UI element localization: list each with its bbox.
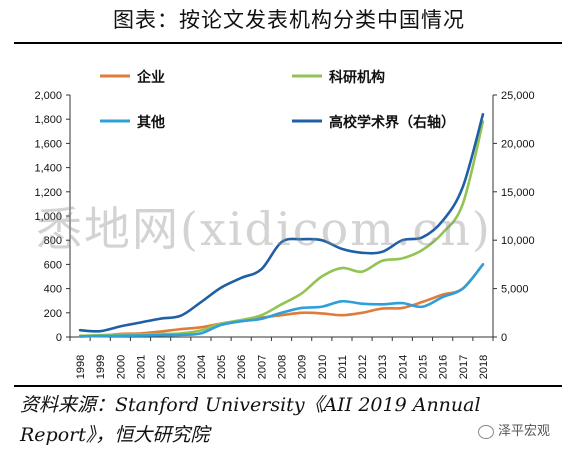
top-rule [14, 42, 562, 44]
left-tick-label: 1,200 [34, 187, 62, 199]
x-tick-label: 1999 [95, 355, 107, 379]
series-line-3 [78, 113, 485, 333]
x-tick-label: 2011 [337, 355, 349, 379]
left-tick-label: 2,000 [34, 90, 62, 102]
left-tick-label: 1,400 [34, 163, 62, 175]
legend-label: 科研机构 [329, 69, 385, 86]
x-tick-label: 2016 [438, 355, 450, 379]
x-tick-label: 2003 [176, 355, 188, 379]
left-tick-label: 1,000 [34, 211, 62, 223]
legend-label: 其他 [137, 114, 165, 131]
wechat-icon [478, 424, 494, 439]
left-tick-label: 1,800 [34, 114, 62, 126]
series-line-2 [78, 263, 485, 338]
x-tick-label: 2005 [216, 355, 228, 379]
right-tick-label: 5,000 [501, 284, 529, 296]
x-tick-label: 2006 [236, 355, 248, 379]
left-tick-label: 600 [44, 259, 62, 271]
wechat-label: 泽平宏观 [498, 424, 551, 439]
x-tick-label: 2009 [297, 355, 309, 379]
x-tick-label: 2001 [136, 355, 148, 379]
line-chart: 0 200 400 600 800 1,000 1,200 1,400 1,600 1,800 2,… [34, 69, 535, 379]
x-tick-label: 2002 [156, 355, 168, 379]
x-tick-label: 2007 [256, 355, 268, 379]
right-tick-label: 10,000 [501, 235, 535, 247]
right-tick-label: 20,000 [501, 138, 535, 150]
right-tick-label: 0 [501, 332, 507, 344]
x-tick-label: 2012 [357, 355, 369, 379]
right-tick-label: 15,000 [501, 187, 535, 199]
left-tick-label: 0 [56, 332, 62, 344]
left-tick-label: 800 [44, 235, 62, 247]
right-tick-label: 25,000 [501, 90, 535, 102]
left-tick-label: 400 [44, 284, 62, 296]
chart-title: 图表：按论文发表机构分类中国情况 [113, 8, 465, 32]
legend-label: 高校学术界（右轴） [329, 114, 455, 131]
x-tick-label: 2018 [478, 355, 490, 379]
watermark: 悉地网(xidicom.cn) [36, 202, 492, 256]
x-tick-label: 2015 [418, 355, 430, 379]
legend-label: 企业 [136, 69, 165, 86]
x-tick-label: 1998 [75, 355, 87, 379]
x-tick-label: 2008 [277, 355, 289, 379]
x-tick-label: 2014 [397, 355, 409, 379]
x-tick-label: 2010 [317, 355, 329, 379]
series-line-0 [78, 263, 485, 338]
source-note: 资料来源：Stanford University《AII 2019 Annual… [20, 394, 481, 446]
left-tick-label: 200 [44, 308, 62, 320]
bottom-rule [14, 385, 562, 387]
x-tick-label: 2017 [458, 355, 470, 379]
x-tick-label: 2013 [377, 355, 389, 379]
x-tick-label: 2000 [115, 355, 127, 379]
left-tick-label: 1,600 [34, 138, 62, 150]
x-tick-label: 2004 [196, 355, 208, 379]
wechat-badge: 泽平宏观 [478, 420, 550, 439]
